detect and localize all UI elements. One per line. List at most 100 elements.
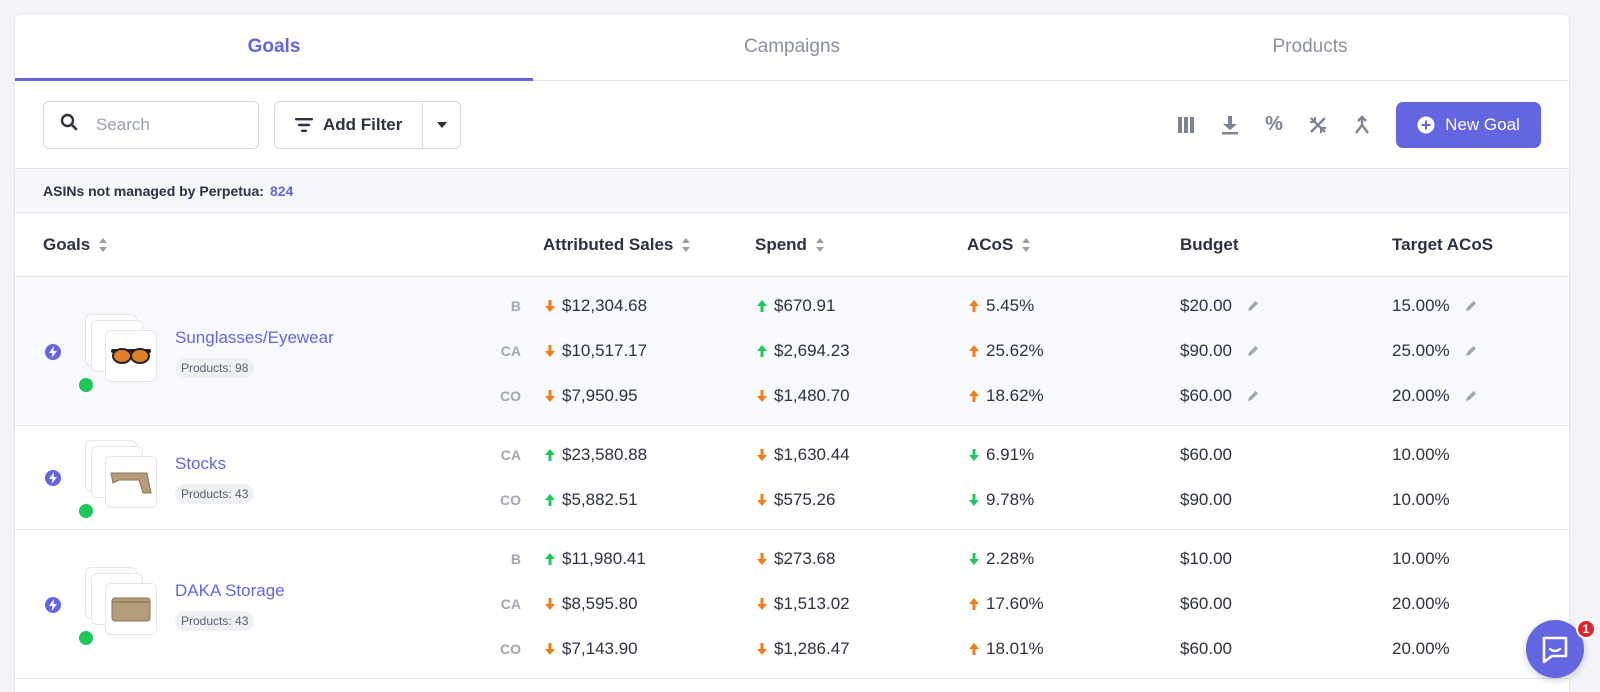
arrow-down-icon bbox=[543, 389, 556, 403]
target-acos-cell: 10.00% bbox=[1392, 477, 1450, 522]
edit-pencil-icon[interactable] bbox=[1464, 389, 1478, 403]
goal-group: Stocks Products: 43 CA $23,580.88 $1,630.44 6… bbox=[15, 426, 1569, 530]
edit-pencil-icon[interactable] bbox=[1464, 344, 1478, 358]
product-thumbnail-stack[interactable] bbox=[85, 313, 157, 386]
search-icon bbox=[60, 113, 78, 136]
budget-value: $60.00 bbox=[1180, 638, 1232, 658]
bolt-icon bbox=[45, 596, 61, 613]
arrow-down-icon bbox=[543, 299, 556, 313]
target-acos-cell[interactable]: 15.00% bbox=[1392, 283, 1478, 328]
target-acos-cell[interactable]: 20.00% bbox=[1392, 373, 1478, 418]
table-row: CO $5,882.51 $575.26 9.78% $90.00 10.00% bbox=[15, 477, 1569, 522]
attributed-sales-value: $5,882.51 bbox=[562, 489, 638, 509]
product-thumbnail bbox=[105, 582, 157, 635]
table-row: B $11,980.41 $273.68 2.28% $10.00 10.00% bbox=[15, 536, 1569, 581]
target-acos-value: 10.00% bbox=[1392, 444, 1450, 464]
budget-value: $60.00 bbox=[1180, 444, 1232, 464]
acos-value: 9.78% bbox=[986, 489, 1035, 509]
edit-pencil-icon[interactable] bbox=[1246, 299, 1260, 313]
goals-table-body: Sunglasses/Eyewear Products: 98 B $12,304.6… bbox=[15, 277, 1569, 679]
arrow-up-icon bbox=[967, 344, 980, 358]
products-count-badge: Products: 43 bbox=[175, 610, 255, 631]
campaign-type-code: B bbox=[510, 297, 521, 314]
edit-pencil-icon[interactable] bbox=[1246, 389, 1260, 403]
spend-value: $1,630.44 bbox=[774, 444, 850, 464]
table-row: CA $23,580.88 $1,630.44 6.91% $60.00 10.00% bbox=[15, 432, 1569, 477]
percent-icon[interactable]: % bbox=[1265, 113, 1283, 135]
budget-cell: $60.00 bbox=[1180, 432, 1232, 477]
budget-cell[interactable]: $60.00 bbox=[1180, 373, 1260, 418]
budget-cell[interactable]: $90.00 bbox=[1180, 328, 1260, 373]
table-row: CA $10,517.17 $2,694.23 25.62% $90.00 25.00% bbox=[15, 328, 1569, 373]
add-filter-label: Add Filter bbox=[323, 114, 403, 134]
arrow-up-icon bbox=[755, 299, 768, 313]
spend-cell: $1,286.47 bbox=[755, 626, 850, 671]
acos-value: 18.62% bbox=[986, 385, 1044, 405]
goal-name-link[interactable]: DAKA Storage bbox=[175, 580, 285, 600]
acos-cell: 25.62% bbox=[967, 328, 1044, 373]
col-goals[interactable]: Goals bbox=[43, 213, 108, 277]
arrow-down-icon bbox=[543, 344, 556, 358]
col-sales[interactable]: Attributed Sales bbox=[543, 213, 691, 277]
target-acos-value: 25.00% bbox=[1392, 340, 1450, 360]
chat-unread-badge: 1 bbox=[1576, 619, 1596, 639]
asin-notice-label: ASINs not managed by Perpetua: bbox=[43, 182, 264, 199]
goal-name-link[interactable]: Sunglasses/Eyewear bbox=[175, 327, 334, 347]
acos-cell: 6.91% bbox=[967, 432, 1034, 477]
filter-dropdown-toggle[interactable] bbox=[422, 101, 460, 148]
edit-pencil-icon[interactable] bbox=[1246, 344, 1260, 358]
attributed-sales-value: $7,950.95 bbox=[562, 385, 638, 405]
attributed-sales-cell: $23,580.88 bbox=[543, 432, 647, 477]
target-acos-value: 10.00% bbox=[1392, 489, 1450, 509]
tab-products[interactable]: Products bbox=[1272, 36, 1348, 57]
col-acos[interactable]: ACoS bbox=[967, 213, 1031, 277]
budget-cell: $10.00 bbox=[1180, 536, 1232, 581]
products-count-badge: Products: 43 bbox=[175, 484, 255, 504]
tab-goals[interactable]: Goals bbox=[15, 14, 533, 81]
tab-campaigns[interactable]: Campaigns bbox=[743, 36, 841, 57]
columns-icon[interactable] bbox=[1174, 113, 1198, 137]
budget-cell[interactable]: $20.00 bbox=[1180, 283, 1260, 328]
target-acos-value: 20.00% bbox=[1392, 638, 1450, 658]
edit-pencil-icon[interactable] bbox=[1464, 299, 1478, 313]
spend-value: $575.26 bbox=[774, 489, 836, 509]
acos-cell: 9.78% bbox=[967, 477, 1034, 522]
campaign-type-code: CA bbox=[500, 342, 521, 359]
col-spend[interactable]: Spend bbox=[755, 213, 825, 277]
product-thumbnail-stack[interactable] bbox=[85, 566, 157, 639]
spend-cell: $575.26 bbox=[755, 477, 835, 522]
target-acos-cell[interactable]: 25.00% bbox=[1392, 328, 1478, 373]
chat-launcher-button[interactable] bbox=[1526, 620, 1584, 678]
acos-cell: 18.01% bbox=[967, 626, 1044, 671]
acos-cell: 2.28% bbox=[967, 536, 1034, 581]
attributed-sales-value: $11,980.41 bbox=[562, 548, 646, 568]
search-box[interactable] bbox=[43, 100, 259, 149]
attributed-sales-cell: $11,980.41 bbox=[543, 536, 646, 581]
merge-icon[interactable] bbox=[1350, 113, 1374, 137]
col-acos-label: ACoS bbox=[967, 235, 1014, 254]
sort-icon bbox=[99, 238, 108, 252]
search-input[interactable] bbox=[96, 114, 246, 135]
target-acos-value: 20.00% bbox=[1392, 593, 1450, 613]
bolt-icon bbox=[45, 470, 61, 486]
table-row: B $12,304.68 $670.91 5.45% $20.00 15.00% bbox=[15, 283, 1569, 328]
goal-name-link[interactable]: Stocks bbox=[175, 454, 227, 473]
budget-value: $10.00 bbox=[1180, 548, 1232, 568]
budget-cell: $60.00 bbox=[1180, 581, 1232, 626]
campaign-type-code: CO bbox=[500, 387, 521, 404]
download-icon[interactable] bbox=[1218, 113, 1242, 137]
campaign-type-code: CO bbox=[500, 491, 521, 508]
asin-count[interactable]: 824 bbox=[269, 182, 294, 199]
arrow-up-icon bbox=[967, 389, 980, 403]
arrow-down-icon bbox=[543, 597, 556, 611]
collapse-icon[interactable] bbox=[1306, 113, 1330, 137]
acos-value: 2.28% bbox=[986, 548, 1035, 568]
target-acos-value: 10.00% bbox=[1392, 548, 1450, 568]
spend-cell: $670.91 bbox=[755, 283, 835, 328]
acos-cell: 17.60% bbox=[967, 581, 1044, 626]
product-thumbnail-stack[interactable] bbox=[85, 440, 157, 512]
col-budget: Budget bbox=[1180, 213, 1239, 277]
add-filter-control: Add Filter bbox=[274, 100, 462, 149]
new-goal-button[interactable]: New Goal bbox=[1396, 101, 1541, 148]
add-filter-button[interactable]: Add Filter bbox=[275, 102, 422, 148]
